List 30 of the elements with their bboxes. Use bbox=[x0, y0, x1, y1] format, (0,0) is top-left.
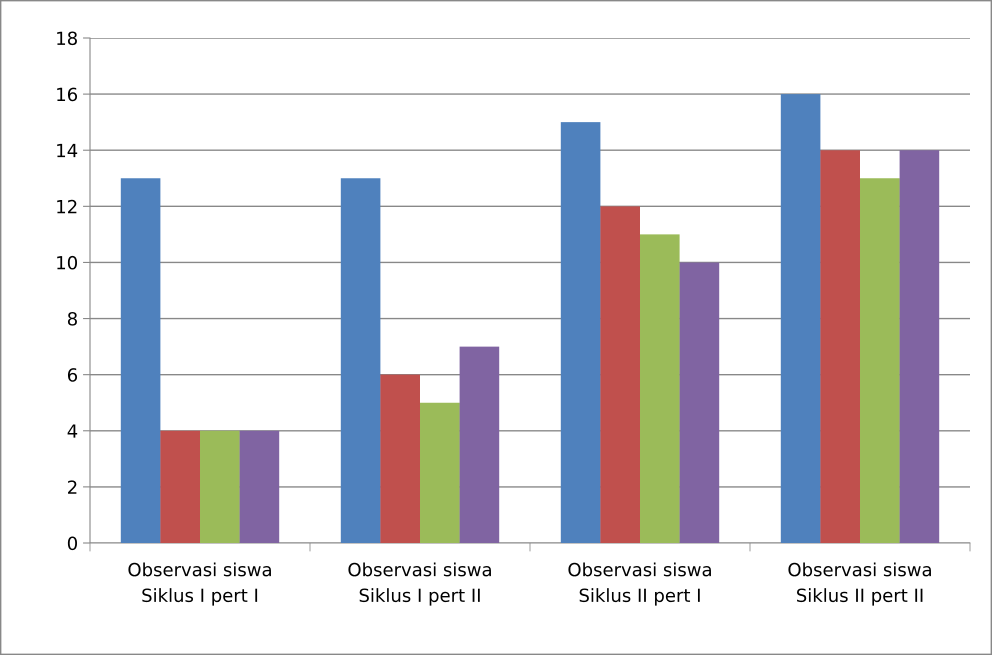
y-tick-label: 8 bbox=[68, 312, 77, 326]
y-tick-label: 6 bbox=[68, 368, 78, 382]
bar bbox=[420, 402, 460, 543]
bar bbox=[240, 430, 280, 543]
bar bbox=[160, 430, 200, 543]
y-tick-label: 18 bbox=[57, 31, 77, 46]
bar bbox=[120, 178, 160, 543]
bar bbox=[600, 206, 640, 543]
bar bbox=[780, 94, 820, 543]
bar bbox=[900, 150, 940, 543]
x-tick-label: Observasi siswa Siklus I pert II bbox=[348, 562, 491, 606]
y-tick-label: 2 bbox=[68, 480, 76, 494]
y-tick-label: 0 bbox=[68, 536, 77, 550]
y-tick-label: 10 bbox=[57, 256, 77, 270]
y-tick-label: 16 bbox=[57, 88, 78, 102]
x-tick-label: Observasi siswa Siklus II pert II bbox=[788, 562, 931, 606]
y-tick-label: 12 bbox=[57, 200, 76, 214]
bar bbox=[200, 430, 240, 543]
bar bbox=[680, 262, 720, 543]
bar bbox=[380, 374, 420, 543]
y-tick-label: 4 bbox=[68, 424, 78, 438]
bar bbox=[340, 178, 380, 543]
bar bbox=[560, 122, 600, 543]
bar bbox=[860, 178, 900, 543]
x-tick-label: Observasi siswa Siklus I pert I bbox=[128, 562, 271, 606]
x-tick-label: Observasi siswa Siklus II pert I bbox=[568, 562, 711, 606]
y-tick-label: 14 bbox=[57, 144, 78, 158]
bar bbox=[640, 234, 680, 543]
bar bbox=[820, 150, 860, 543]
bar bbox=[460, 346, 500, 543]
